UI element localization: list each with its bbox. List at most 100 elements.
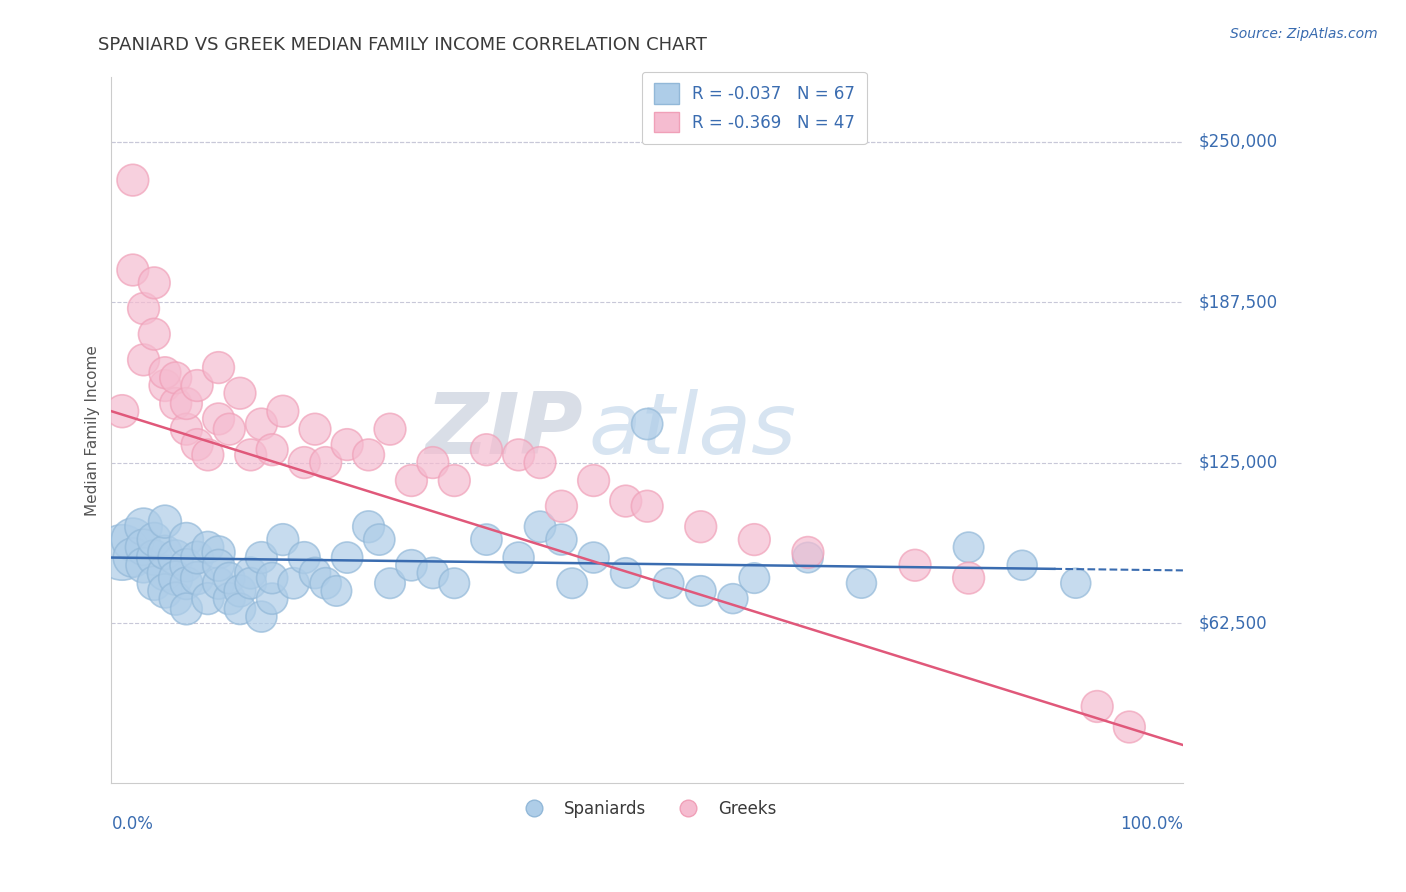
Point	[176, 558, 198, 573]
Point	[744, 533, 766, 547]
Point	[422, 456, 444, 470]
Point	[957, 541, 980, 555]
Point	[121, 173, 143, 187]
Point	[422, 566, 444, 580]
Point	[292, 550, 315, 565]
Point	[614, 494, 637, 508]
Point	[529, 456, 551, 470]
Point	[614, 566, 637, 580]
Point	[689, 583, 711, 598]
Point	[132, 352, 155, 367]
Point	[186, 437, 208, 451]
Point	[336, 437, 359, 451]
Point	[508, 448, 530, 462]
Point	[218, 591, 240, 606]
Point	[165, 396, 187, 410]
Point	[1011, 558, 1033, 573]
Point	[165, 591, 187, 606]
Point	[239, 576, 262, 591]
Point	[132, 301, 155, 316]
Point	[262, 442, 284, 457]
Point	[250, 417, 273, 431]
Point	[153, 566, 176, 580]
Point	[143, 576, 166, 591]
Point	[197, 591, 219, 606]
Text: 100.0%: 100.0%	[1121, 815, 1182, 833]
Point	[121, 550, 143, 565]
Point	[262, 571, 284, 585]
Point	[357, 448, 380, 462]
Point	[186, 550, 208, 565]
Point	[153, 545, 176, 559]
Point	[443, 576, 465, 591]
Point	[153, 515, 176, 529]
Point	[582, 474, 605, 488]
Point	[1064, 576, 1087, 591]
Text: ZIP: ZIP	[425, 389, 583, 472]
Point	[315, 456, 337, 470]
Point	[229, 386, 252, 401]
Point	[207, 576, 229, 591]
Point	[304, 422, 326, 436]
Point	[304, 566, 326, 580]
Point	[1118, 720, 1140, 734]
Point	[239, 566, 262, 580]
Point	[550, 499, 572, 513]
Text: SPANIARD VS GREEK MEDIAN FAMILY INCOME CORRELATION CHART: SPANIARD VS GREEK MEDIAN FAMILY INCOME C…	[98, 36, 707, 54]
Point	[165, 550, 187, 565]
Point	[143, 276, 166, 290]
Point	[250, 550, 273, 565]
Point	[250, 609, 273, 624]
Point	[1085, 699, 1108, 714]
Point	[262, 591, 284, 606]
Point	[176, 533, 198, 547]
Point	[378, 422, 401, 436]
Point	[271, 533, 294, 547]
Point	[582, 550, 605, 565]
Point	[165, 571, 187, 585]
Point	[207, 545, 229, 559]
Y-axis label: Median Family Income: Median Family Income	[86, 345, 100, 516]
Point	[378, 576, 401, 591]
Text: $250,000: $250,000	[1199, 133, 1278, 151]
Point	[153, 583, 176, 598]
Text: Source: ZipAtlas.com: Source: ZipAtlas.com	[1230, 27, 1378, 41]
Point	[165, 371, 187, 385]
Point	[143, 550, 166, 565]
Point	[186, 378, 208, 392]
Point	[121, 533, 143, 547]
Point	[797, 550, 820, 565]
Point	[636, 417, 658, 431]
Point	[529, 520, 551, 534]
Point	[292, 456, 315, 470]
Point	[176, 576, 198, 591]
Text: $125,000: $125,000	[1199, 453, 1278, 472]
Point	[325, 583, 347, 598]
Point	[283, 576, 305, 591]
Point	[218, 571, 240, 585]
Point	[550, 533, 572, 547]
Point	[658, 576, 681, 591]
Point	[143, 533, 166, 547]
Point	[111, 404, 134, 418]
Point	[368, 533, 391, 547]
Point	[121, 263, 143, 277]
Point	[207, 558, 229, 573]
Point	[401, 558, 423, 573]
Point	[229, 602, 252, 616]
Point	[636, 499, 658, 513]
Point	[229, 583, 252, 598]
Point	[239, 448, 262, 462]
Point	[143, 327, 166, 342]
Point	[797, 545, 820, 559]
Point	[176, 422, 198, 436]
Point	[475, 533, 498, 547]
Point	[401, 474, 423, 488]
Point	[153, 366, 176, 380]
Point	[153, 378, 176, 392]
Point	[111, 545, 134, 559]
Text: $62,500: $62,500	[1199, 614, 1268, 632]
Point	[132, 541, 155, 555]
Point	[904, 558, 927, 573]
Point	[207, 360, 229, 375]
